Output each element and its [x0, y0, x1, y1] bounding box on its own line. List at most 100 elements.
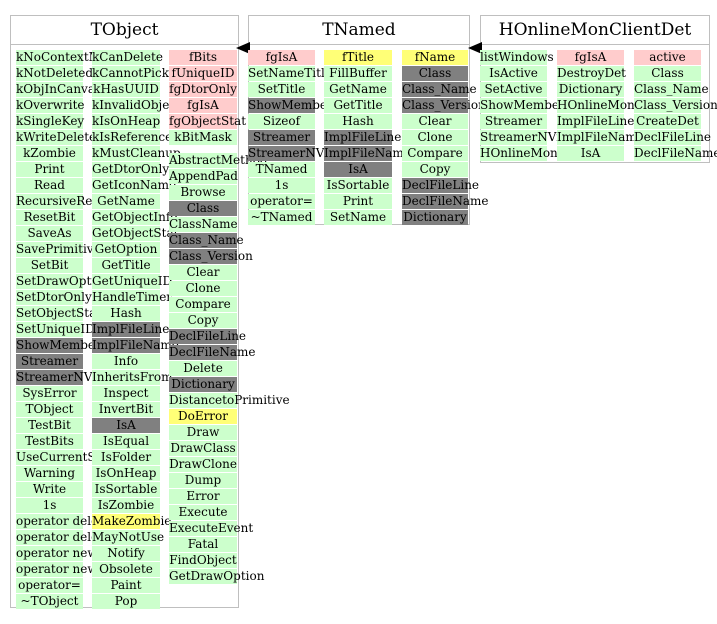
class-member: Warning [16, 466, 83, 481]
class-member: TNamed [248, 162, 315, 177]
class-member: Dictionary [557, 82, 624, 97]
class-member: Info [92, 354, 160, 369]
class-member: ResetBit [16, 210, 83, 225]
class-member: StreamerNVirtual [16, 370, 126, 385]
class-member: IsActive [480, 66, 547, 81]
class-member: kMustCleanup [92, 146, 181, 161]
class-member: DeclFileName [402, 194, 489, 209]
class-member: kOverwrite [16, 98, 85, 113]
class-member: operator new [16, 546, 98, 561]
class-member: fgDtorOnly [169, 82, 237, 97]
class-member: fgIsA [557, 50, 624, 65]
class-member: GetObjectStat [92, 226, 179, 241]
class-member: kCanDelete [92, 50, 163, 65]
class-member: operator delete[] [16, 530, 120, 545]
class-member: FillBuffer [324, 66, 392, 81]
class-member: SetBit [16, 258, 83, 273]
class-member: kBitMask [169, 130, 237, 145]
honlinemonclientdet-member-column-1: listWindows IsActive SetActive ShowMembers S… [480, 50, 616, 162]
tobject-member-column-2: kCanDelete kCannotPick kHasUUID kInvalidObj… [92, 50, 181, 610]
class-member: kWriteDelete [16, 130, 97, 145]
class-member: SavePrimitive [16, 242, 101, 257]
class-member: ImplFileLine [557, 114, 635, 129]
class-member: Draw [169, 425, 237, 440]
class-member: Dump [169, 473, 237, 488]
class-member: fUniqueID [169, 66, 237, 81]
class-member: DistancetoPrimitive [169, 393, 290, 408]
class-member: Dictionary [402, 210, 468, 225]
class-member: ImplFileLine [324, 130, 402, 145]
class-member: operator delete [16, 514, 111, 529]
class-member: InvertBit [92, 402, 160, 417]
class-member: Streamer [248, 130, 315, 145]
class-member: HOnlineMonClientDet [557, 98, 693, 113]
class-member: Class [402, 66, 468, 81]
class-member: kSingleKey [16, 114, 85, 129]
class-member: GetDtorOnly [92, 162, 170, 177]
class-member: ImplFileName [92, 338, 179, 353]
class-member: kNoContextMenu [16, 50, 124, 65]
class-member: Clear [169, 265, 237, 280]
class-member: fBits [169, 50, 237, 65]
class-member: SetObjectStat [16, 306, 102, 321]
class-member: Pop [92, 594, 160, 609]
class-member: IsEqual [92, 434, 160, 449]
class-member: kHasUUID [92, 82, 160, 97]
class-member: GetUniqueID [92, 274, 173, 289]
class-member: kNotDeleted [16, 66, 94, 81]
class-member: active [634, 50, 701, 65]
class-member: DeclFileLine [634, 130, 712, 145]
class-member: ImplFileName [324, 146, 411, 161]
class-member: IsFolder [92, 450, 160, 465]
class-member: ~TObject [16, 594, 83, 609]
class-member: Class [634, 66, 701, 81]
class-member: Write [16, 482, 83, 497]
class-member: Print [324, 194, 392, 209]
class-member: ExecuteEvent [169, 521, 254, 536]
class-member: Read [16, 178, 83, 193]
section-gap [169, 146, 237, 153]
class-member: StreamerNVirtual [248, 146, 358, 161]
class-member: kCannotPick [92, 66, 170, 81]
class-member: Clone [169, 281, 237, 296]
tobject-member-column-3: fBits fUniqueID fgDtorOnly fgIsA fgObjectSta… [169, 50, 290, 585]
class-member: Class_Version [634, 98, 717, 113]
class-member: UseCurrentStyle [16, 450, 119, 465]
class-member: AbstractMethod [169, 153, 268, 168]
class-member: Execute [169, 505, 237, 520]
class-member: GetIconName [92, 178, 177, 193]
class-member: kInvalidObject [92, 98, 181, 113]
class-member: IsZombie [92, 498, 160, 513]
class-member: listWindows [480, 50, 554, 65]
class-member: Class_Version [169, 249, 253, 264]
class-member: IsOnHeap [92, 466, 160, 481]
class-member: SetNameTitle [248, 66, 332, 81]
class-member: kObjInCanvas [16, 82, 102, 97]
class-member: GetOption [92, 242, 160, 257]
class-member: 1s [248, 178, 315, 193]
class-member: AppendPad [169, 169, 238, 184]
class-member: SetActive [480, 82, 547, 97]
class-member: SetDrawOption [16, 274, 111, 289]
class-member: Clone [402, 130, 468, 145]
class-member: Hash [324, 114, 392, 129]
class-member: fName [402, 50, 468, 65]
class-member: IsA [324, 162, 392, 177]
class-member: TObject [16, 402, 83, 417]
class-member: ImplFileLine [92, 322, 170, 337]
class-member: Paint [92, 578, 160, 593]
class-member: DeclFileName [634, 146, 717, 161]
class-member: Compare [169, 297, 237, 312]
class-member: GetTitle [92, 258, 160, 273]
tnamed-member-column-2: fTitle FillBuffer GetName GetTitle Hash ImplF… [324, 50, 411, 226]
class-member: Browse [169, 185, 237, 200]
class-member: ImplFileName [557, 130, 644, 145]
class-member: Copy [169, 313, 237, 328]
class-member: Delete [169, 361, 237, 376]
class-member: operator new[] [16, 562, 107, 577]
class-member: kIsReferenced [92, 130, 180, 145]
class-member: ShowMembers [480, 98, 571, 113]
class-member: SaveAs [16, 226, 83, 241]
class-member: Class_Name [634, 82, 709, 97]
tnamed-member-column-1: fgIsA SetNameTitle SetTitle ShowMembers Size… [248, 50, 358, 226]
